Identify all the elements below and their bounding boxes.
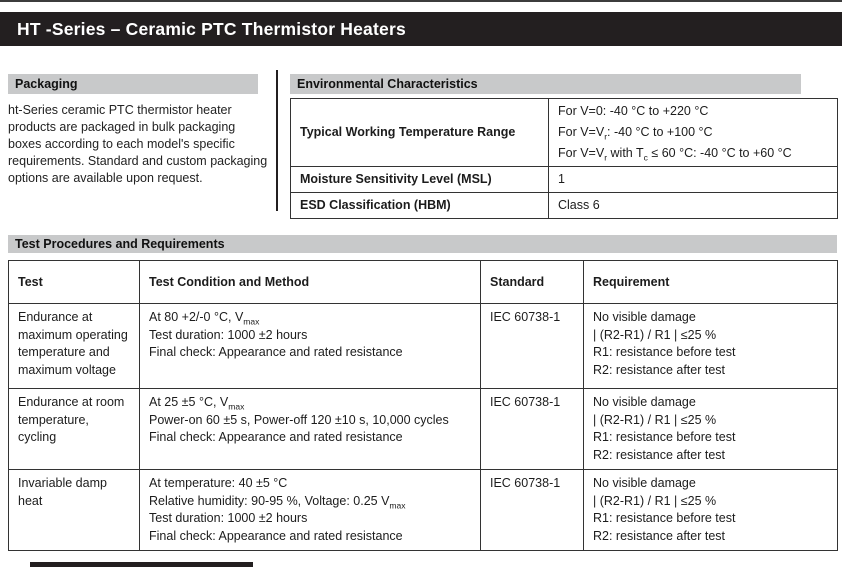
test-requirement-cell: No visible damage | (R2-R1) / R1 | ≤25 %… [583, 303, 838, 389]
footer-bar-fragment [30, 562, 253, 567]
condition-line: Test duration: 1000 ±2 hours [149, 327, 308, 342]
requirement-line: R2: resistance after test [593, 447, 726, 462]
env-value-line: For V=Vr: -40 °C to +100 °C [558, 125, 713, 142]
condition-line: Final check: Appearance and rated resist… [149, 528, 403, 543]
env-label-working-temp: Typical Working Temperature Range [290, 98, 549, 167]
test-procedures-section: Test Procedures and Requirements Test Te… [8, 235, 838, 551]
column-header-test: Test [8, 260, 140, 304]
env-value-esd: Class 6 [548, 192, 838, 219]
table-row: Moisture Sensitivity Level (MSL) 1 [290, 166, 838, 193]
table-row: Endurance at room temperature, cycling A… [8, 388, 838, 470]
page-title-bar: HT -Series – Ceramic PTC Thermistor Heat… [0, 12, 842, 46]
packaging-body-text: ht-Series ceramic PTC thermistor heater … [8, 103, 268, 185]
table-row: Endurance at maximum operating temperatu… [8, 303, 838, 389]
environmental-heading: Environmental Characteristics [290, 74, 801, 94]
column-header-requirement: Requirement [583, 260, 838, 304]
requirement-line: R1: resistance before test [593, 511, 736, 525]
column-header-condition: Test Condition and Method [139, 260, 481, 304]
env-label-esd: ESD Classification (HBM) [290, 192, 549, 219]
condition-line: At 80 +2/-0 °C, Vmax [149, 310, 260, 327]
test-condition-cell: At 25 ±5 °C, Vmax Power-on 60 ±5 s, Powe… [139, 388, 481, 470]
requirement-line: No visible damage [593, 310, 696, 324]
column-divider [276, 70, 278, 211]
test-requirement-cell: No visible damage | (R2-R1) / R1 | ≤25 %… [583, 388, 838, 470]
test-name-cell: Endurance at maximum operating temperatu… [8, 303, 140, 389]
condition-line: Test duration: 1000 ±2 hours [149, 511, 308, 525]
env-value-msl: 1 [548, 166, 838, 193]
condition-line: Final check: Appearance and rated resist… [149, 430, 403, 444]
requirement-line: R2: resistance after test [593, 528, 726, 543]
requirement-line: No visible damage [593, 476, 696, 490]
test-name-cell: Invariable damp heat [8, 469, 140, 551]
condition-line: Final check: Appearance and rated resist… [149, 345, 403, 359]
test-standard-cell: IEC 60738-1 [480, 469, 584, 551]
test-procedures-heading: Test Procedures and Requirements [8, 235, 837, 253]
requirement-line: No visible damage [593, 395, 696, 409]
page-title: HT -Series – Ceramic PTC Thermistor Heat… [17, 18, 406, 39]
packaging-heading: Packaging [8, 74, 258, 94]
env-label-msl: Moisture Sensitivity Level (MSL) [290, 166, 549, 193]
test-standard-cell: IEC 60738-1 [480, 388, 584, 470]
requirement-line: R1: resistance before test [593, 345, 736, 359]
env-value-line: For V=Vr with Tc ≤ 60 °C: -40 °C to +60 … [558, 146, 792, 163]
table-row: Typical Working Temperature Range For V=… [290, 98, 838, 167]
column-header-standard: Standard [480, 260, 584, 304]
requirement-line: | (R2-R1) / R1 | ≤25 % [593, 493, 717, 508]
env-value-line: For V=0: -40 °C to +220 °C [558, 104, 709, 118]
packaging-section: Packaging ht-Series ceramic PTC thermist… [8, 74, 273, 187]
env-value-working-temp: For V=0: -40 °C to +220 °C For V=Vr: -40… [548, 98, 838, 167]
top-rule [0, 0, 842, 2]
test-procedures-table: Test Test Condition and Method Standard … [8, 260, 838, 551]
requirement-line: R1: resistance before test [593, 430, 736, 444]
condition-line: At temperature: 40 ±5 °C [149, 476, 288, 490]
test-condition-cell: At temperature: 40 ±5 °C Relative humidi… [139, 469, 481, 551]
test-requirement-cell: No visible damage | (R2-R1) / R1 | ≤25 %… [583, 469, 838, 551]
table-row: Invariable damp heat At temperature: 40 … [8, 469, 838, 551]
condition-line: At 25 ±5 °C, Vmax [149, 395, 245, 412]
test-name-cell: Endurance at room temperature, cycling [8, 388, 140, 470]
requirement-line: R2: resistance after test [593, 362, 726, 377]
requirement-line: | (R2-R1) / R1 | ≤25 % [593, 412, 717, 427]
condition-line: Relative humidity: 90-95 %, Voltage: 0.2… [149, 493, 406, 510]
environmental-section: Environmental Characteristics Typical Wo… [290, 74, 838, 219]
test-condition-cell: At 80 +2/-0 °C, Vmax Test duration: 1000… [139, 303, 481, 389]
environmental-table: Typical Working Temperature Range For V=… [290, 98, 838, 219]
table-row: ESD Classification (HBM) Class 6 [290, 192, 838, 219]
test-standard-cell: IEC 60738-1 [480, 303, 584, 389]
condition-line: Power-on 60 ±5 s, Power-off 120 ±10 s, 1… [149, 412, 449, 427]
table-header-row: Test Test Condition and Method Standard … [8, 260, 838, 304]
requirement-line: | (R2-R1) / R1 | ≤25 % [593, 327, 717, 342]
